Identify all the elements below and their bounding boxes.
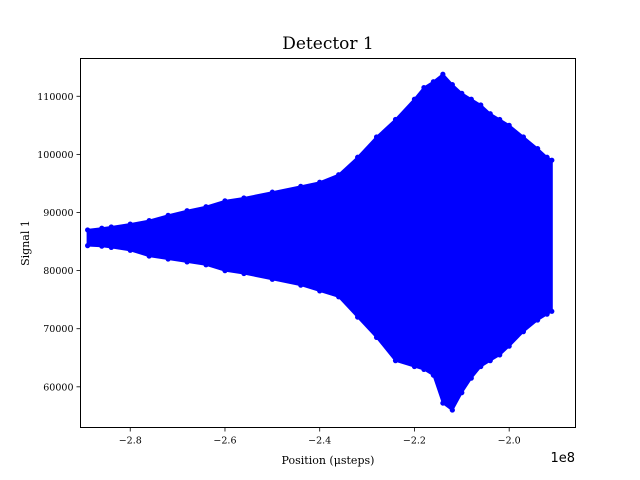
data-point	[497, 352, 503, 358]
data-point	[459, 90, 465, 96]
data-point	[411, 96, 418, 102]
data-point	[535, 145, 541, 152]
data-point	[468, 96, 474, 102]
data-point	[85, 227, 91, 233]
x-axis-label: Position (μsteps)	[282, 454, 375, 467]
data-point	[535, 317, 541, 323]
y-tick-label: 80000	[43, 266, 73, 277]
data-point	[506, 122, 512, 128]
data-point	[146, 218, 152, 224]
data-point	[336, 294, 342, 300]
data-point	[184, 259, 190, 265]
data-point	[269, 276, 275, 282]
data-point	[392, 358, 399, 364]
data-point	[241, 195, 247, 201]
data-point	[468, 375, 474, 381]
data-point	[520, 134, 526, 140]
data-point	[373, 334, 380, 341]
data-point	[165, 212, 171, 218]
data-point	[430, 372, 436, 378]
axes-frame	[80, 58, 576, 428]
y-tick-label: 90000	[43, 208, 73, 219]
data-point	[146, 253, 152, 259]
data-point	[459, 390, 465, 396]
data-point	[317, 288, 323, 294]
x-tick-label: −2.0	[498, 436, 521, 447]
series-envelope	[86, 72, 553, 412]
x-tick-label: −2.8	[119, 436, 142, 447]
data-point	[373, 134, 380, 140]
data-point	[99, 225, 105, 231]
data-point	[478, 363, 484, 370]
data-point	[478, 102, 484, 108]
data-point	[222, 268, 228, 274]
data-point	[317, 179, 323, 185]
data-point	[298, 282, 304, 288]
data-point	[487, 111, 493, 117]
y-tick-label: 110000	[37, 92, 73, 103]
data-point	[520, 329, 526, 335]
data-point	[411, 363, 418, 370]
data-point	[336, 172, 342, 178]
data-point	[241, 270, 247, 277]
data-point	[440, 400, 446, 406]
data-point	[184, 208, 190, 214]
data-point	[421, 366, 427, 372]
data-point	[392, 116, 399, 123]
data-point	[549, 308, 555, 314]
data-point	[203, 204, 209, 210]
x-tick-label: −2.4	[308, 436, 331, 447]
y-axis-label: Signal 1	[19, 220, 32, 266]
chart-title: Detector 1	[282, 34, 374, 54]
data-point	[549, 157, 555, 163]
data-point	[108, 224, 114, 230]
data-point	[269, 189, 275, 195]
data-point	[298, 183, 304, 189]
data-point	[544, 311, 550, 317]
y-tick-label: 100000	[37, 150, 73, 161]
y-axis: 60000 70000 80000 90000 100000 110000	[37, 92, 81, 393]
data-point	[544, 154, 550, 160]
plot-area	[85, 71, 555, 413]
data-point	[355, 314, 361, 320]
data-point	[430, 79, 436, 85]
x-offset-label: 1e8	[550, 451, 575, 466]
data-point	[355, 154, 361, 160]
data-point	[108, 244, 114, 250]
data-point	[127, 221, 133, 227]
data-point	[222, 198, 228, 204]
data-point	[203, 262, 209, 268]
data-point	[421, 84, 427, 91]
data-point	[85, 243, 91, 249]
data-point	[127, 247, 133, 253]
data-point	[165, 256, 171, 262]
data-point	[440, 71, 446, 77]
data-point	[449, 82, 455, 88]
data-point	[99, 243, 105, 249]
y-tick-label: 60000	[43, 382, 73, 393]
data-point	[506, 343, 512, 349]
data-point	[449, 407, 455, 413]
data-point	[497, 116, 503, 123]
x-tick-label: −2.2	[403, 436, 426, 447]
data-point	[487, 358, 493, 364]
y-tick-label: 70000	[43, 324, 73, 335]
x-axis: −2.8 −2.6 −2.4 −2.2 −2.0	[119, 427, 521, 447]
x-tick-label: −2.6	[213, 436, 236, 447]
